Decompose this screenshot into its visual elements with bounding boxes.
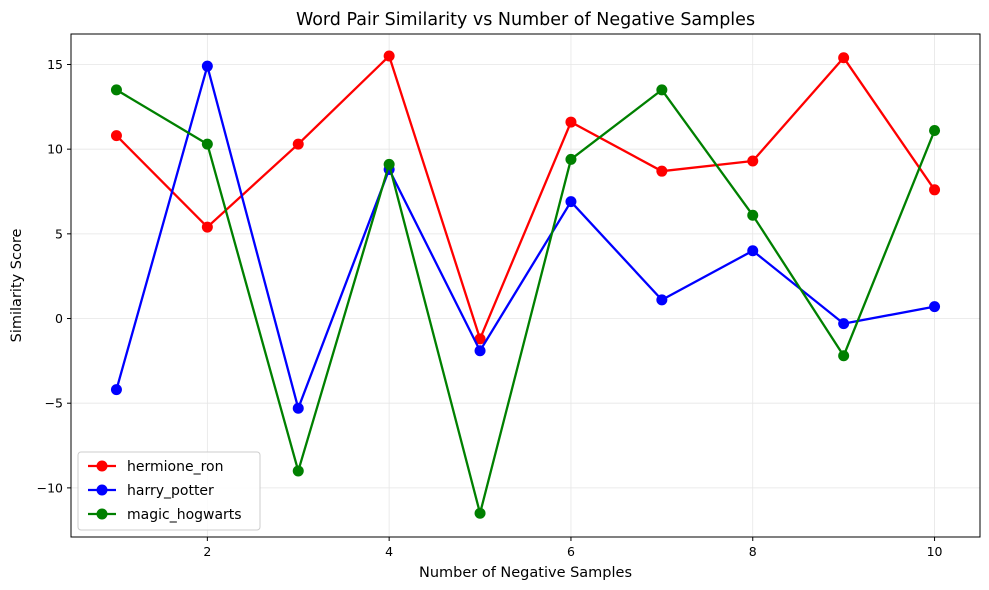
data-point (474, 507, 486, 519)
data-point (838, 350, 850, 362)
data-point (656, 84, 668, 96)
data-point (565, 153, 577, 165)
data-point (838, 52, 850, 64)
x-tick-label: 6 (567, 544, 575, 559)
data-point (201, 138, 213, 150)
legend-item: hermione_ron (88, 459, 223, 475)
legend-item: magic_hogwarts (88, 507, 242, 523)
data-point (656, 165, 668, 177)
series-magic_hogwarts (110, 84, 941, 519)
series-line (115, 54, 936, 340)
data-point (565, 196, 577, 208)
chart-title: Word Pair Similarity vs Number of Negati… (296, 10, 755, 30)
data-point (474, 333, 486, 345)
data-point (292, 138, 304, 150)
series-hermione_ron (110, 50, 941, 345)
legend-label: hermione_ron (127, 459, 223, 475)
data-point (929, 184, 941, 196)
data-point (565, 116, 577, 128)
data-point (838, 318, 850, 330)
x-axis-title: Number of Negative Samples (419, 565, 632, 581)
data-point (656, 294, 668, 306)
legend-marker (96, 508, 108, 520)
axis-ticks: 2 4 6 8 10 −10 −5 0 5 10 15 (37, 57, 943, 559)
data-point (929, 125, 941, 137)
data-point (747, 155, 759, 167)
x-tick-label: 2 (203, 544, 211, 559)
data-point (292, 402, 304, 414)
data-point (747, 209, 759, 221)
data-point (747, 245, 759, 257)
plot-frame (70, 33, 981, 538)
x-tick-label: 10 (927, 544, 943, 559)
y-tick-label: 10 (47, 142, 63, 157)
data-point (110, 130, 122, 142)
y-axis-title: Similarity Score (9, 229, 25, 343)
legend-marker (96, 460, 108, 472)
data-point (383, 50, 395, 62)
data-point (292, 465, 304, 477)
data-point (201, 60, 213, 72)
y-tick-label: 15 (47, 57, 63, 72)
data-point (929, 301, 941, 313)
y-tick-label: −5 (45, 396, 63, 411)
data-point (474, 345, 486, 357)
legend-label: magic_hogwarts (127, 507, 242, 523)
data-point (110, 84, 122, 96)
data-point (201, 221, 213, 233)
y-tick-label: −10 (37, 480, 63, 495)
legend: hermione_ron harry_potter magic_hogwarts (77, 451, 261, 531)
data-point (383, 158, 395, 170)
x-tick-label: 8 (749, 544, 757, 559)
x-tick-label: 4 (385, 544, 393, 559)
legend-box (77, 451, 261, 531)
data-point (110, 384, 122, 396)
legend-marker (96, 484, 108, 496)
series-line (115, 88, 936, 515)
y-tick-label: 5 (55, 226, 63, 241)
y-tick-label: 0 (55, 311, 63, 326)
legend-label: harry_potter (127, 483, 214, 499)
series-layer (110, 50, 941, 519)
legend-item: harry_potter (88, 483, 214, 499)
